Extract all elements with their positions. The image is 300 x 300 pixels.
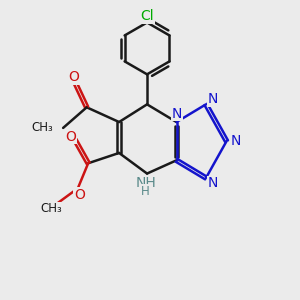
Text: H: H (141, 185, 150, 198)
Text: N: N (231, 134, 241, 148)
Text: N: N (172, 107, 182, 121)
Text: N: N (207, 176, 218, 190)
Text: Cl: Cl (140, 9, 154, 23)
Text: N: N (207, 92, 218, 106)
Text: NH: NH (135, 176, 156, 190)
Text: CH₃: CH₃ (40, 202, 62, 215)
Text: CH₃: CH₃ (31, 122, 53, 134)
Text: O: O (68, 70, 79, 84)
Text: O: O (74, 188, 85, 202)
Text: O: O (65, 130, 76, 144)
